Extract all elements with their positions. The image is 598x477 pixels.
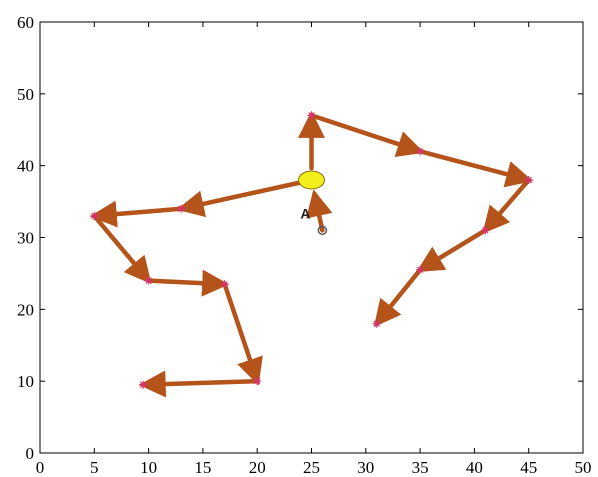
path-arrow-6	[416, 228, 488, 273]
path-segments	[89, 110, 534, 398]
y-tick-label: 10	[17, 372, 34, 391]
y-tick-label: 0	[26, 444, 35, 463]
start-group: A	[300, 205, 328, 236]
point-marker-3	[524, 176, 533, 185]
x-axis: 0 5 10 15 20 25 30 35 40 45 50	[36, 22, 592, 477]
point-marker-12	[139, 380, 148, 389]
path-arrow-11	[146, 269, 230, 297]
path-arrow-3	[309, 113, 425, 158]
point-marker-4	[481, 226, 490, 235]
path-arrow-9	[89, 200, 184, 228]
path-arrow-1	[306, 189, 333, 233]
point-marker-5	[416, 265, 425, 274]
point-marker-9	[144, 276, 153, 285]
y-tick-label: 20	[17, 300, 34, 319]
path-arrow-8	[176, 180, 303, 218]
path-arrow-4	[417, 149, 534, 188]
y-tick-label: 30	[17, 229, 34, 248]
plot-area	[39, 21, 584, 454]
path-arrow-5	[482, 177, 531, 234]
x-tick-label: 20	[249, 458, 266, 477]
point-marker-7	[177, 204, 186, 213]
x-tick-label: 35	[412, 458, 429, 477]
x-tick-label: 25	[303, 458, 320, 477]
x-tick-label: 50	[575, 458, 592, 477]
y-tick-label: 60	[17, 13, 34, 32]
point-marker-10	[220, 280, 229, 289]
start-point-label: A	[300, 205, 310, 221]
y-axis: 0 10 20 30 40 50 60	[17, 13, 583, 463]
point-marker-11	[253, 377, 262, 386]
hub-group	[298, 170, 325, 190]
y-tick-label: 50	[17, 85, 34, 104]
y-tick-label: 40	[17, 157, 34, 176]
x-tick-label: 30	[357, 458, 374, 477]
start-point-marker	[317, 225, 328, 236]
x-tick-label: 5	[90, 458, 99, 477]
data-points	[90, 111, 533, 389]
x-tick-label: 45	[520, 458, 537, 477]
path-arrow-7	[373, 267, 423, 328]
path-arrow-13	[138, 370, 260, 398]
point-marker-1	[307, 111, 316, 120]
point-marker-6	[372, 319, 381, 328]
x-tick-label: 15	[194, 458, 211, 477]
path-arrow-12	[222, 281, 263, 386]
path-arrow-10	[92, 213, 152, 285]
x-tick-label: 10	[140, 458, 157, 477]
hub-ellipse	[298, 170, 325, 190]
x-tick-label: 40	[466, 458, 483, 477]
point-marker-8	[90, 211, 99, 220]
x-tick-label: 0	[36, 458, 45, 477]
point-marker-2	[416, 147, 425, 156]
